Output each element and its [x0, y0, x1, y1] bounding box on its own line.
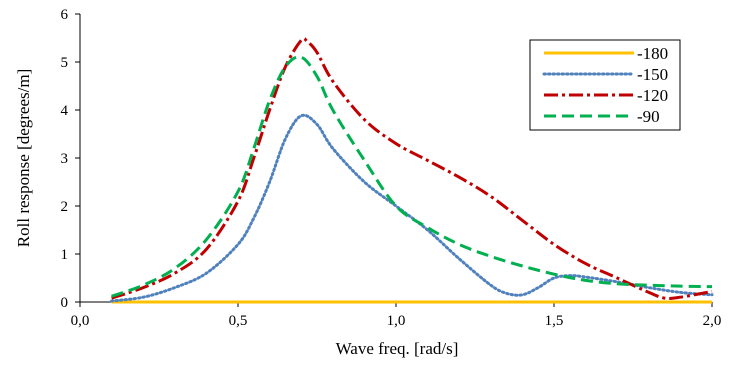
legend: -180 -150 -120 -90 — [529, 39, 681, 131]
x-tick-label: 1,0 — [387, 313, 406, 329]
y-tick-label: 5 — [61, 55, 69, 71]
x-tick-label: 1,5 — [545, 313, 564, 329]
plot-area — [110, 37, 714, 304]
legend-label: -120 — [637, 86, 668, 105]
y-axis-title-group: Roll response [degrees/m] — [14, 69, 33, 247]
x-tick-label: 0,0 — [71, 313, 90, 329]
x-axis-label: Wave freq. [rad/s] — [336, 339, 459, 358]
x-tick-label: 2,0 — [703, 313, 722, 329]
y-tick-label: 3 — [61, 151, 69, 167]
tick-labels: 0,0 0,5 1,0 1,5 2,0 0 1 2 3 4 5 6 — [61, 7, 722, 329]
series-line-neg150 — [110, 113, 714, 303]
y-tick-label: 1 — [61, 247, 69, 263]
legend-label: -150 — [637, 65, 668, 84]
y-axis-label: Roll response [degrees/m] — [14, 69, 33, 247]
x-tick-label: 0,5 — [229, 313, 248, 329]
series-line-neg120 — [111, 37, 713, 301]
legend-label: -180 — [637, 44, 668, 63]
series-line-neg90 — [111, 55, 713, 298]
y-tick-label: 0 — [61, 295, 69, 311]
y-tick-label: 2 — [61, 199, 69, 215]
y-tick-label: 6 — [61, 7, 69, 23]
legend-label: -90 — [637, 107, 660, 126]
y-tick-label: 4 — [61, 103, 69, 119]
